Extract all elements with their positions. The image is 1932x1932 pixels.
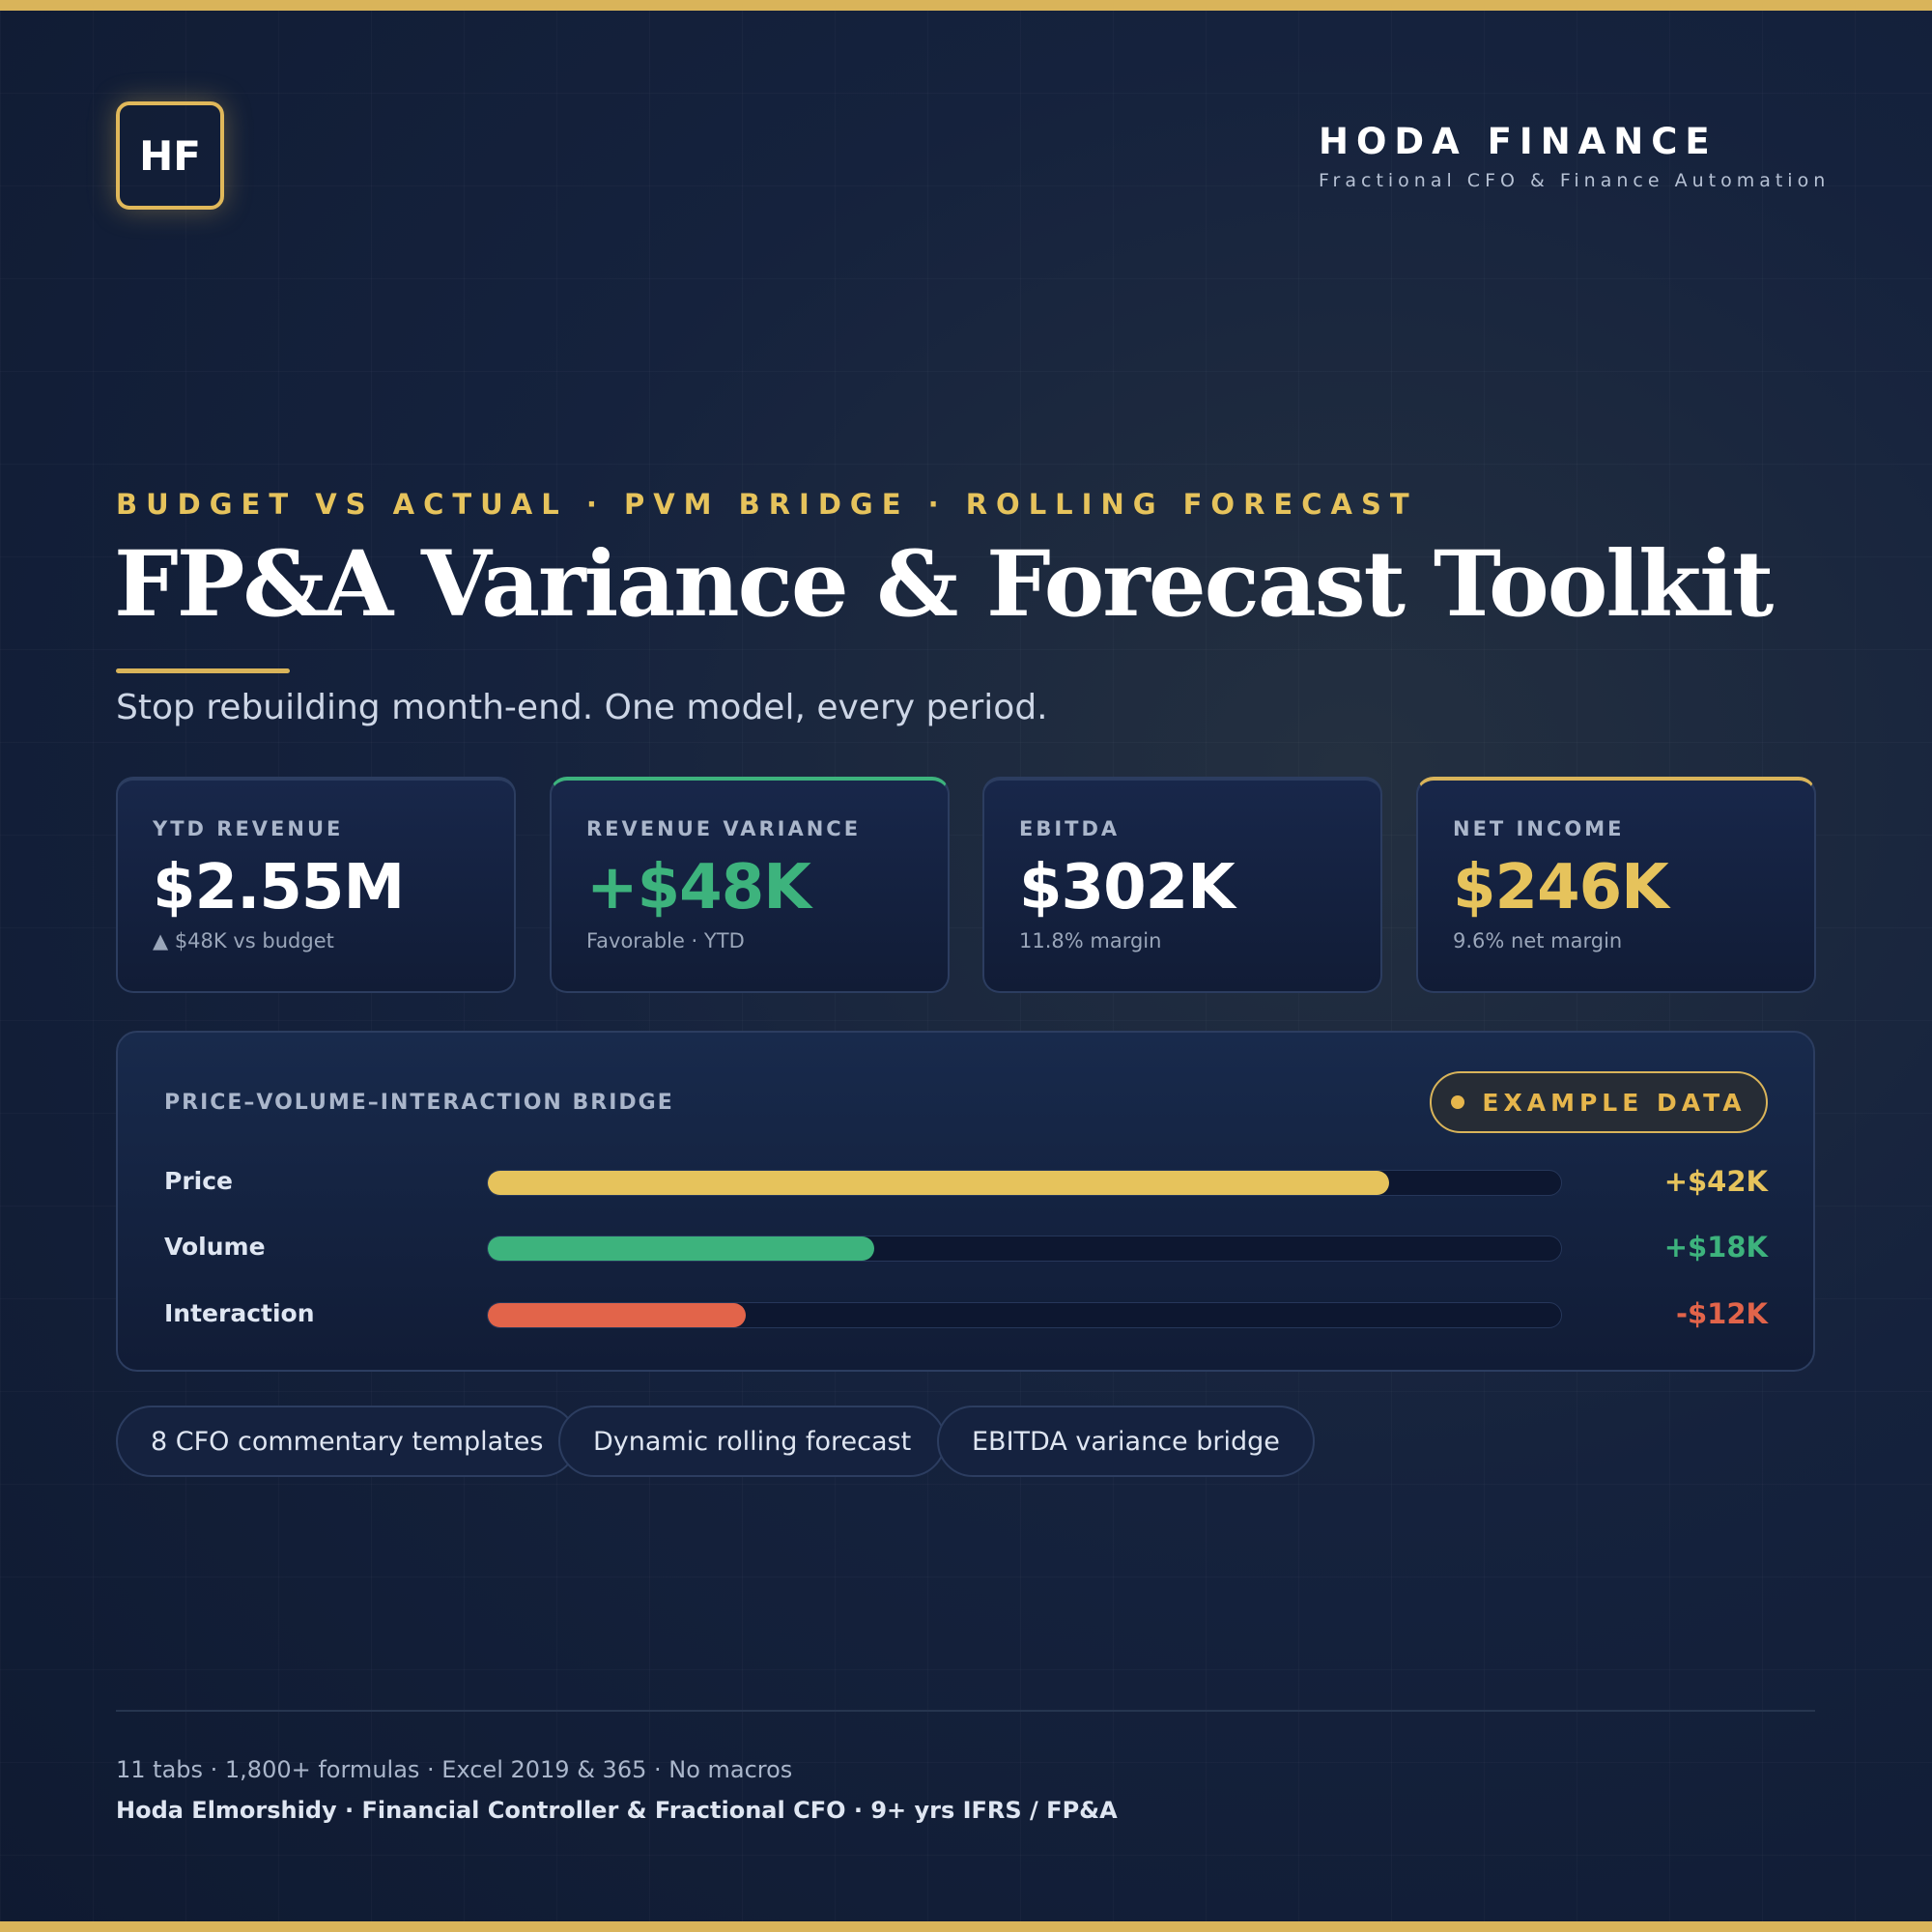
kpi-note: 9.6% net margin — [1453, 929, 1623, 952]
bar-track — [487, 1170, 1562, 1196]
kpi-value: $2.55M — [153, 852, 405, 923]
footer-specs: 11 tabs · 1,800+ formulas · Excel 2019 &… — [116, 1756, 793, 1783]
kpi-value: +$48K — [586, 852, 811, 923]
kpi-card: REVENUE VARIANCE +$48K Favorable · YTD — [550, 777, 950, 993]
kpi-card: EBITDA $302K 11.8% margin — [982, 777, 1382, 993]
bar — [488, 1303, 746, 1327]
kpi-card: YTD REVENUE $2.55M ▲ $48K vs budget — [116, 777, 516, 993]
feature-pill: 8 CFO commentary templates — [116, 1406, 579, 1477]
bar-track — [487, 1302, 1562, 1328]
eyebrow: BUDGET VS ACTUAL · PVM BRIDGE · ROLLING … — [116, 488, 1418, 521]
bar — [488, 1236, 874, 1261]
subtitle: Stop rebuilding month-end. One model, ev… — [116, 688, 1048, 727]
brand-name: HODA FINANCE — [1319, 121, 1718, 162]
value-label: +$18K — [1663, 1231, 1768, 1264]
footer-author: Hoda Elmorshidy · Financial Controller &… — [116, 1797, 1118, 1824]
value-label: +$42K — [1663, 1165, 1768, 1198]
top-border — [0, 0, 1932, 11]
logo: HF — [116, 101, 224, 210]
title: FP&A Variance & Forecast Toolkit — [114, 531, 1774, 638]
badge: EXAMPLE DATA — [1430, 1071, 1768, 1133]
feature-pill: EBITDA variance bridge — [937, 1406, 1315, 1477]
kpi-card: NET INCOME $246K 9.6% net margin — [1416, 777, 1816, 993]
kpi-label: NET INCOME — [1453, 817, 1625, 840]
feature-pill: Dynamic rolling forecast — [558, 1406, 947, 1477]
kpi-note: Favorable · YTD — [586, 929, 745, 952]
chart-title: PRICE–VOLUME–INTERACTION BRIDGE — [164, 1091, 674, 1115]
divider — [116, 1710, 1815, 1712]
category-label: Price — [164, 1167, 233, 1195]
category-label: Volume — [164, 1233, 266, 1261]
brand-tagline: Fractional CFO & Finance Automation — [1319, 170, 1831, 191]
kpi-label: EBITDA — [1019, 817, 1121, 840]
title-rule — [116, 668, 290, 673]
category-label: Interaction — [164, 1299, 315, 1327]
kpi-label: REVENUE VARIANCE — [586, 817, 862, 840]
kpi-value: $246K — [1453, 852, 1669, 923]
bar — [488, 1171, 1390, 1195]
bar-track — [487, 1236, 1562, 1262]
kpi-note: 11.8% margin — [1019, 929, 1162, 952]
kpi-value: $302K — [1019, 852, 1236, 923]
kpi-label: YTD REVENUE — [153, 817, 344, 840]
value-label: -$12K — [1675, 1297, 1768, 1330]
kpi-note: ▲ $48K vs budget — [153, 929, 334, 952]
bottom-border — [0, 1921, 1932, 1932]
